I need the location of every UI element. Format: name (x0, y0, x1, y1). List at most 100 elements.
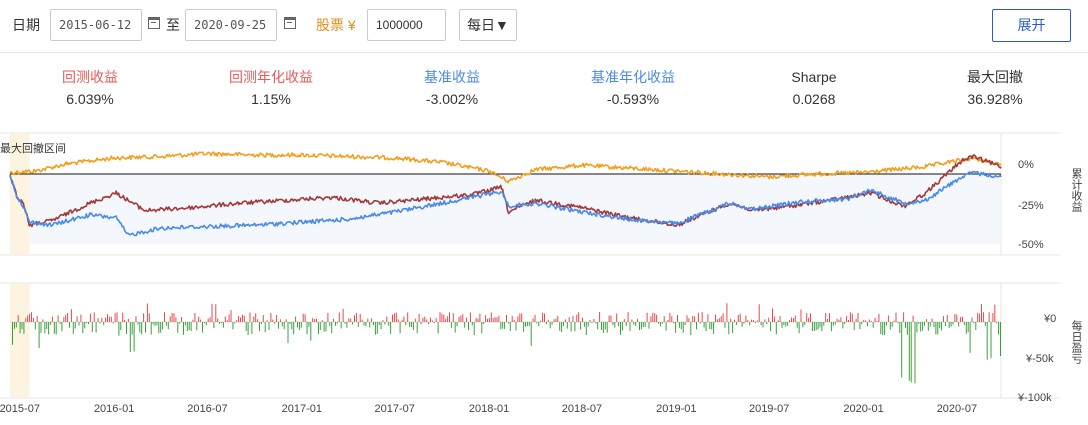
daily-bar (481, 322, 483, 334)
daily-bar (103, 322, 105, 326)
daily-bar (925, 319, 927, 322)
daily-bar (802, 322, 804, 328)
daily-bar (190, 322, 192, 332)
daily-bar (867, 322, 868, 327)
bar-y-tick-label: ¥-100k (1017, 392, 1052, 404)
daily-bar (316, 318, 317, 322)
daily-bar (557, 315, 559, 322)
daily-bar (601, 322, 602, 330)
capital-input[interactable]: 1000000 (367, 9, 446, 41)
daily-bar (409, 322, 411, 327)
daily-bar (105, 317, 107, 322)
daily-bar (355, 312, 357, 322)
daily-bar (737, 315, 739, 322)
daily-bar (678, 322, 680, 328)
daily-bar (437, 322, 439, 334)
line-series-group (9, 151, 1002, 237)
x-tick-label: 2020-07 (937, 403, 977, 415)
daily-bar (648, 322, 650, 329)
daily-bar (768, 317, 770, 322)
stat-name: Sharpe (791, 69, 837, 85)
daily-bar (32, 317, 34, 322)
daily-bar (135, 316, 137, 322)
daily-bar (608, 315, 610, 322)
daily-bar (570, 322, 572, 332)
calendar-icon[interactable] (148, 17, 160, 29)
daily-bar (380, 322, 382, 330)
daily-bar (682, 322, 684, 333)
daily-bar (485, 315, 487, 322)
daily-bar (498, 315, 500, 322)
daily-bar (323, 322, 325, 332)
stat-value: 0.0268 (792, 91, 836, 107)
daily-bar (916, 322, 918, 333)
daily-bar (511, 316, 513, 322)
daily-bar (222, 322, 224, 328)
start-date-input[interactable]: 2015-06-12 (50, 9, 142, 41)
bar-y-tick-label: ¥0 (1043, 313, 1056, 325)
daily-bar (564, 319, 566, 322)
bar-y-tick-label: ¥-50k (1025, 353, 1054, 365)
daily-bar (933, 322, 935, 328)
daily-bar (538, 322, 540, 327)
daily-bar (335, 322, 336, 326)
daily-bar (739, 313, 741, 322)
daily-bar (937, 322, 939, 335)
daily-bar (517, 316, 519, 322)
expand-button[interactable]: 展开 (992, 9, 1071, 42)
daily-bar (177, 322, 179, 333)
end-date-input[interactable]: 2020-09-25 (185, 9, 277, 41)
daily-bar (604, 322, 606, 330)
daily-bar (635, 322, 637, 326)
to-label: 至 (166, 17, 180, 33)
drawdown-shade-group (10, 134, 1002, 397)
daily-bar (931, 318, 933, 322)
daily-bar (93, 312, 95, 322)
daily-bar (743, 322, 745, 324)
daily-bar (53, 322, 55, 334)
daily-bar (475, 317, 477, 322)
daily-bar (395, 312, 397, 322)
daily-bar (371, 318, 373, 322)
daily-bar (821, 322, 823, 332)
daily-bar (665, 322, 667, 331)
daily-bar (70, 309, 72, 322)
calendar-icon[interactable] (284, 17, 296, 29)
daily-bar (716, 319, 718, 322)
daily-bar (321, 320, 323, 322)
daily-bar (735, 322, 737, 325)
daily-bar (181, 317, 183, 322)
frequency-select[interactable]: 每日▼ (459, 9, 517, 41)
daily-bar (12, 322, 13, 345)
daily-bar (929, 322, 931, 327)
daily-bar (532, 318, 534, 322)
daily-bar (981, 304, 982, 322)
daily-bar (245, 322, 247, 331)
daily-bar (952, 322, 954, 325)
daily-bar (63, 317, 65, 322)
daily-bar (967, 322, 969, 333)
daily-bar (813, 322, 815, 332)
daily-bar (922, 322, 924, 331)
daily-bar (659, 322, 661, 327)
y-tick-label: -50% (1018, 239, 1044, 251)
daily-bar (17, 315, 19, 322)
daily-bar (804, 322, 806, 325)
daily-bar (274, 322, 276, 324)
daily-bar (217, 318, 219, 322)
daily-bar (563, 322, 564, 326)
daily-bar (944, 322, 946, 326)
stock-capital-label: 股票 ¥ (316, 17, 356, 33)
daily-bar (773, 316, 775, 322)
daily-bar (599, 312, 601, 322)
daily-bar (184, 322, 186, 326)
x-tick-label: 2018-07 (562, 403, 602, 415)
daily-bar (295, 316, 297, 322)
daily-bar (127, 318, 129, 322)
daily-bar (872, 322, 874, 328)
daily-bar (382, 320, 384, 322)
toolbar-divider (0, 52, 1088, 53)
y-tick-label: -25% (1018, 200, 1044, 212)
daily-bar (618, 322, 620, 327)
daily-bar (407, 312, 409, 322)
